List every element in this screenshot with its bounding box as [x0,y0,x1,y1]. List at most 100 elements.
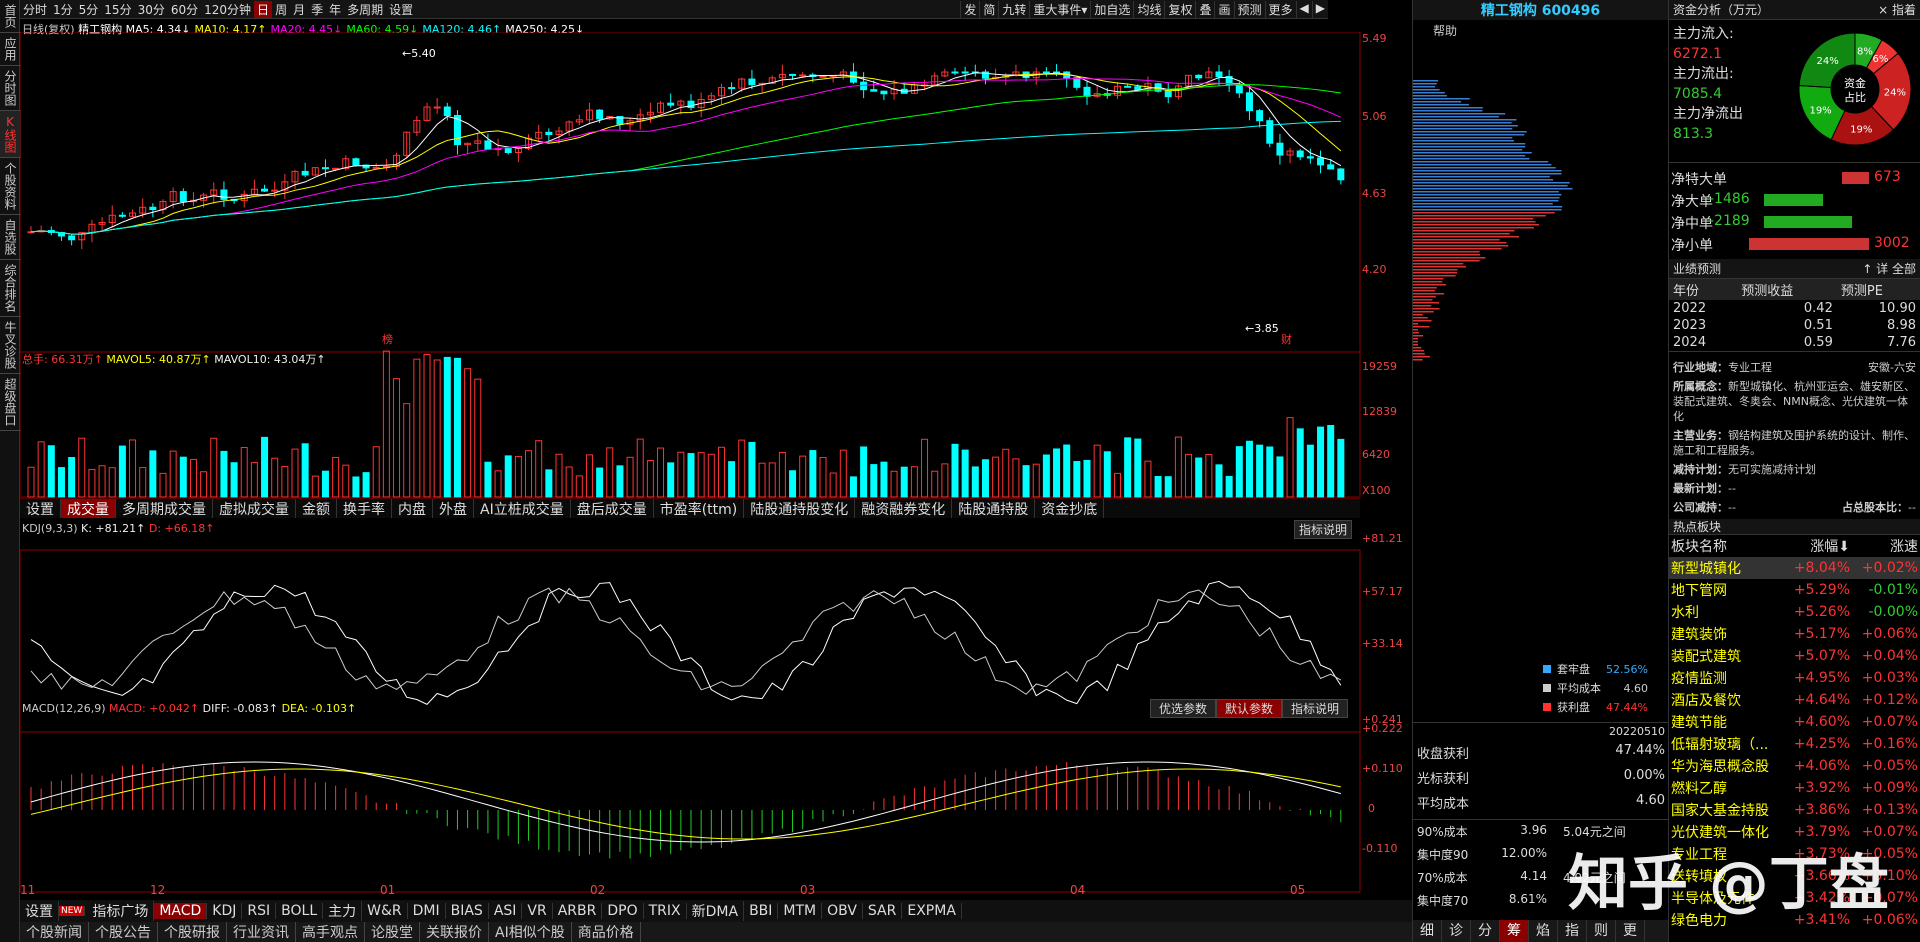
toolbar-btn-4[interactable]: 加自选 [1090,1,1133,18]
vol-tab-5[interactable]: 换手率 [337,499,392,518]
left-nav-3[interactable]: K线图 [0,111,21,158]
vol-tab-4[interactable]: 金额 [296,499,337,518]
optimal-params-button[interactable]: 优选参数 [1150,699,1216,718]
kdj-explain-button[interactable]: 指标说明 [1294,520,1352,539]
macd-explain-button[interactable]: 指标说明 [1282,699,1348,718]
period-tab-1[interactable]: 1分 [50,1,76,18]
period-tab-10[interactable]: 季 [308,1,326,18]
toolbar-btn-8[interactable]: 画 [1214,1,1233,18]
hot-row-6[interactable]: 酒店及餐饮 +4.64% +0.12% [1669,689,1920,711]
news-tab-1[interactable]: 个股公告 [89,922,158,942]
left-nav-6[interactable]: 综合排名 [0,260,21,317]
period-tab-0[interactable]: 分时 [20,1,50,18]
chip-tab-7[interactable]: 更 [1616,920,1645,942]
period-tab-3[interactable]: 15分 [101,1,134,18]
chip-tab-4[interactable]: 焰 [1529,920,1558,942]
vol-tab-6[interactable]: 内盘 [392,499,433,518]
ind-tab-5[interactable]: RSI [242,903,276,919]
vol-tab-1[interactable]: 成交量 [61,499,116,518]
ind-tab-11[interactable]: ASI [489,903,523,919]
toolbar-btn-5[interactable]: 均线 [1133,1,1164,18]
period-tab-11[interactable]: 年 [326,1,344,18]
ind-tab-3[interactable]: MACD [154,903,207,919]
toolbar-btn-2[interactable]: 九转 [998,1,1029,18]
toolbar-btn-12[interactable]: ▶ [1312,1,1328,18]
ind-tab-0[interactable]: 设置 [20,901,59,921]
vol-tab-7[interactable]: 外盘 [433,499,474,518]
vol-tab-8[interactable]: AI立桩成交量 [474,499,571,518]
news-tab-0[interactable]: 个股新闻 [20,922,89,942]
ind-tab-14[interactable]: DPO [602,903,643,919]
period-tab-4[interactable]: 30分 [135,1,168,18]
ind-tab-6[interactable]: BOLL [276,903,323,919]
hot-row-0[interactable]: 新型城镇化 +8.04% +0.02% [1669,557,1920,579]
news-tab-6[interactable]: 关联报价 [420,922,489,942]
ind-tab-9[interactable]: DMI [408,903,446,919]
hot-row-8[interactable]: 低辐射玻璃（... +4.25% +0.16% [1669,733,1920,755]
left-nav-1[interactable]: 应用 [0,33,21,66]
ind-tab-10[interactable]: BIAS [446,903,489,919]
hot-row-10[interactable]: 燃料乙醇 +3.92% +0.09% [1669,777,1920,799]
vol-tab-3[interactable]: 虚拟成交量 [213,499,296,518]
ind-tab-19[interactable]: OBV [822,903,863,919]
hot-row-2[interactable]: 水利 +5.26% -0.00% [1669,601,1920,623]
ind-tab-15[interactable]: TRIX [644,903,687,919]
ind-tab-8[interactable]: W&R [362,903,408,919]
hot-row-5[interactable]: 疫情监测 +4.95% +0.03% [1669,667,1920,689]
vol-tab-14[interactable]: 资金抄底 [1035,499,1104,518]
ind-tab-21[interactable]: EXPMA [902,903,962,919]
fund-close-button[interactable]: × 指着 [1878,1,1916,18]
left-nav-2[interactable]: 分时图 [0,66,21,111]
period-tab-2[interactable]: 5分 [76,1,102,18]
left-nav-4[interactable]: 个股资料 [0,158,21,215]
ind-tab-7[interactable]: 主力 [323,901,362,921]
period-tab-5[interactable]: 60分 [168,1,201,18]
news-tab-5[interactable]: 论股堂 [365,922,420,942]
hot-row-11[interactable]: 国家大基金持股 +3.86% +0.13% [1669,799,1920,821]
period-tab-12[interactable]: 多周期 [344,1,386,18]
ind-tab-2[interactable]: 指标广场 [87,901,154,921]
ind-tab-18[interactable]: MTM [778,903,822,919]
news-tab-3[interactable]: 行业资讯 [227,922,296,942]
left-nav-0[interactable]: 首页 [0,0,21,33]
chip-tab-0[interactable]: 细 [1413,920,1442,942]
news-tab-8[interactable]: 商品价格 [572,922,641,942]
news-tab-7[interactable]: AI相似个股 [489,922,572,942]
default-params-button[interactable]: 默认参数 [1216,699,1282,718]
toolbar-btn-6[interactable]: 复权 [1164,1,1195,18]
ind-tab-4[interactable]: KDJ [207,903,242,919]
ind-tab-1[interactable]: NEW [59,906,85,916]
chip-tab-2[interactable]: 分 [1471,920,1500,942]
left-nav-5[interactable]: 自选股 [0,215,21,260]
hot-row-9[interactable]: 华为海思概念股 +4.06% +0.05% [1669,755,1920,777]
hot-row-4[interactable]: 装配式建筑 +5.07% +0.04% [1669,645,1920,667]
toolbar-btn-1[interactable]: 简 [979,1,998,18]
ind-tab-16[interactable]: 新DMA [687,901,744,921]
vol-tab-11[interactable]: 陆股通持股变化 [744,499,855,518]
left-nav-8[interactable]: 超级盘口 [0,374,21,431]
vol-tab-9[interactable]: 盘后成交量 [571,499,654,518]
period-tab-8[interactable]: 周 [272,1,290,18]
news-tab-2[interactable]: 个股研报 [158,922,227,942]
toolbar-btn-3[interactable]: 重大事件▾ [1029,1,1090,18]
vol-tab-12[interactable]: 融资融券变化 [855,499,952,518]
hot-row-3[interactable]: 建筑装饰 +5.17% +0.06% [1669,623,1920,645]
chip-tab-3[interactable]: 筹 [1500,920,1529,942]
toolbar-btn-0[interactable]: 发 [960,1,979,18]
ind-tab-13[interactable]: ARBR [553,903,603,919]
chip-tab-6[interactable]: 则 [1587,920,1616,942]
news-tab-4[interactable]: 高手观点 [296,922,365,942]
vol-tab-13[interactable]: 陆股通持股 [952,499,1035,518]
vol-tab-2[interactable]: 多周期成交量 [116,499,213,518]
period-tab-7[interactable]: 日 [254,1,272,18]
chip-tab-1[interactable]: 诊 [1442,920,1471,942]
toolbar-btn-7[interactable]: 叠 [1195,1,1214,18]
kline-chart[interactable] [20,32,1410,902]
vol-tab-0[interactable]: 设置 [20,499,61,518]
vol-tab-10[interactable]: 市盈率(ttm) [654,499,745,518]
toolbar-btn-10[interactable]: 更多 [1265,1,1296,18]
forecast-tabs[interactable]: ↑ 详 全部 [1862,260,1916,277]
ind-tab-20[interactable]: SAR [863,903,902,919]
period-tab-13[interactable]: 设置 [386,1,416,18]
ind-tab-17[interactable]: BBI [744,903,778,919]
